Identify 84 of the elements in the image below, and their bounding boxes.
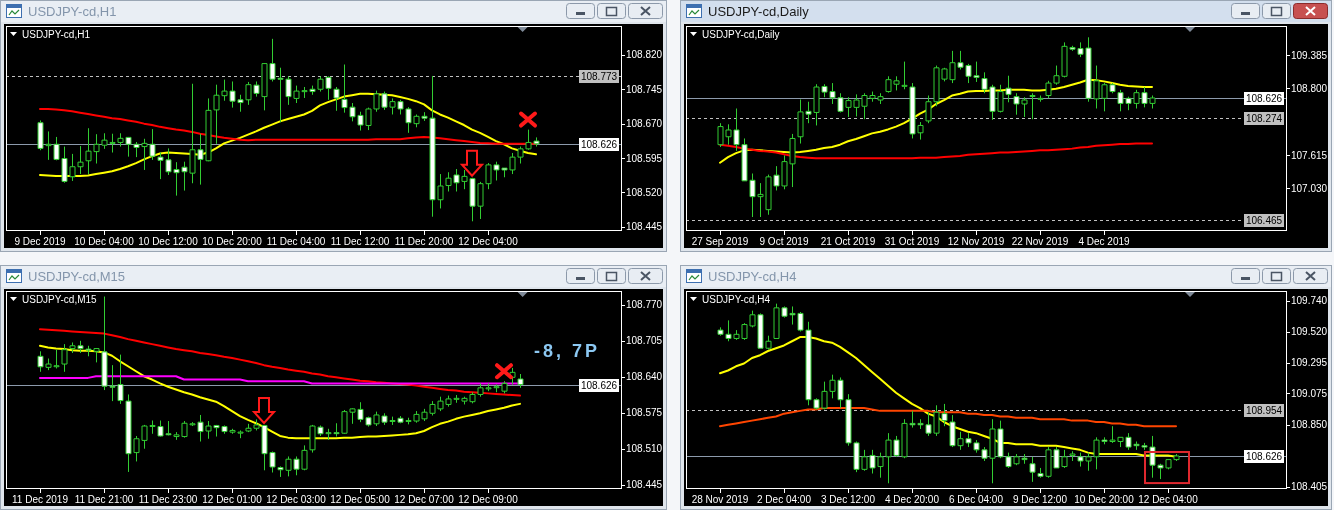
x-tick-label: 12 Dec 05:00 bbox=[330, 494, 391, 505]
chart-title: USDJPY-cd,Daily bbox=[708, 4, 810, 19]
x-tick-label: 27 Sep 2019 bbox=[691, 236, 749, 247]
x-tick-label: 11 Dec 04:00 bbox=[266, 236, 326, 247]
y-tick-label: 108.445 bbox=[626, 221, 663, 233]
x-tick-label: 2 Dec 04:00 bbox=[757, 494, 812, 505]
y-tick-label: 108.745 bbox=[626, 83, 663, 95]
line-series bbox=[39, 328, 521, 397]
line-series bbox=[719, 142, 1153, 160]
x-tick-label: 11 Dec 23:00 bbox=[138, 494, 198, 505]
candlestick bbox=[333, 86, 340, 112]
candlestick bbox=[1037, 95, 1044, 103]
x-tick-label: 3 Dec 12:00 bbox=[821, 494, 876, 505]
ref-line-label: 108.626 bbox=[580, 139, 618, 150]
y-tick-label: 108.445 bbox=[626, 479, 663, 491]
y-tick-label: 108.595 bbox=[626, 152, 663, 164]
x-tick-label: 31 Oct 2019 bbox=[884, 236, 940, 247]
y-tick-label: 108.405 bbox=[1291, 481, 1328, 493]
x-tick-label: 11 Dec 2019 bbox=[12, 494, 69, 505]
x-tick-label: 6 Dec 04:00 bbox=[949, 494, 1004, 505]
y-tick-label: 108.640 bbox=[626, 371, 663, 383]
ref-line-label: 108.773 bbox=[580, 71, 618, 82]
chart-subtitle: USDJPY-cd,Daily bbox=[702, 29, 780, 40]
ref-line-label: 108.626 bbox=[1245, 451, 1283, 462]
x-tick-label: 11 Dec 21:00 bbox=[74, 494, 134, 505]
x-tick-label: 4 Dec 20:00 bbox=[885, 494, 940, 505]
y-tick-label: 108.705 bbox=[626, 335, 663, 347]
y-tick-label: 108.520 bbox=[626, 186, 663, 198]
text: -8, 7P bbox=[534, 341, 601, 361]
chart-title: USDJPY-cd,M15 bbox=[28, 269, 126, 284]
chart-title: USDJPY-cd,H4 bbox=[708, 269, 797, 284]
ref-line-label: 108.626 bbox=[580, 380, 618, 391]
x-tick-label: 12 Dec 07:00 bbox=[394, 494, 455, 505]
y-tick-label: 109.385 bbox=[1291, 49, 1328, 61]
chart-subtitle: USDJPY-cd,H1 bbox=[22, 29, 91, 40]
candlestick bbox=[1029, 456, 1036, 483]
x-tick-label: 12 Dec 04:00 bbox=[458, 236, 519, 247]
x-tick-label: 11 Dec 12:00 bbox=[330, 236, 390, 247]
y-tick-label: 109.075 bbox=[1291, 387, 1328, 399]
y-tick-label: 107.030 bbox=[1291, 182, 1328, 194]
candlestick bbox=[1029, 92, 1036, 120]
y-tick-label: 107.615 bbox=[1291, 149, 1328, 161]
y-tick-label: 109.520 bbox=[1291, 326, 1328, 338]
line-series bbox=[39, 344, 521, 440]
x-tick-label: 10 Dec 20:00 bbox=[1074, 494, 1135, 505]
ref-line-label: 108.954 bbox=[1245, 405, 1283, 416]
x-tick-label: 10 Dec 12:00 bbox=[138, 236, 199, 247]
x-tick-label: 9 Dec 2019 bbox=[14, 236, 67, 247]
ref-line-label: 108.274 bbox=[1245, 113, 1283, 124]
candlestick bbox=[1069, 450, 1076, 462]
x-tick-label: 12 Dec 01:00 bbox=[202, 494, 263, 505]
candlestick bbox=[61, 343, 68, 373]
x-tick-label: 4 Dec 2019 bbox=[1078, 236, 1131, 247]
x-tick-label: 10 Dec 04:00 bbox=[74, 236, 135, 247]
x-tick-label: 12 Nov 2019 bbox=[947, 236, 1005, 247]
y-tick-label: 109.740 bbox=[1291, 295, 1328, 307]
x-tick-label: 9 Oct 2019 bbox=[759, 236, 809, 247]
x-tick-label: 22 Nov 2019 bbox=[1011, 236, 1069, 247]
y-tick-label: 108.800 bbox=[1291, 82, 1328, 94]
y-tick-label: 108.575 bbox=[626, 407, 663, 419]
y-tick-label: 108.510 bbox=[626, 443, 663, 455]
y-tick-label: 108.670 bbox=[626, 118, 663, 130]
x-tick-label: 9 Dec 12:00 bbox=[1013, 494, 1068, 505]
x-tick-label: 21 Oct 2019 bbox=[820, 236, 876, 247]
x-tick-label: 10 Dec 20:00 bbox=[202, 236, 263, 247]
x-tick-label: 12 Dec 03:00 bbox=[266, 494, 327, 505]
y-tick-label: 108.820 bbox=[626, 49, 663, 61]
x-tick-label: 12 Dec 09:00 bbox=[458, 494, 519, 505]
y-tick-label: 109.295 bbox=[1291, 357, 1328, 369]
y-tick-label: 108.770 bbox=[626, 299, 663, 311]
candlestick bbox=[517, 373, 524, 389]
y-tick-label: 108.850 bbox=[1291, 419, 1328, 431]
line-series bbox=[39, 107, 537, 145]
x-tick-label: 28 Nov 2019 bbox=[691, 494, 749, 505]
chart-title: USDJPY-cd,H1 bbox=[28, 4, 117, 19]
ref-line-label: 106.465 bbox=[1245, 215, 1283, 226]
line-series bbox=[719, 407, 1177, 428]
line-series bbox=[39, 92, 537, 177]
chart-subtitle: USDJPY-cd,H4 bbox=[702, 294, 771, 305]
x-tick-label: 12 Dec 04:00 bbox=[1138, 494, 1199, 505]
ref-line-label: 108.626 bbox=[1245, 93, 1283, 104]
x-tick-label: 11 Dec 20:00 bbox=[394, 236, 454, 247]
line-series bbox=[719, 78, 1153, 164]
chart-subtitle: USDJPY-cd,M15 bbox=[22, 294, 98, 305]
